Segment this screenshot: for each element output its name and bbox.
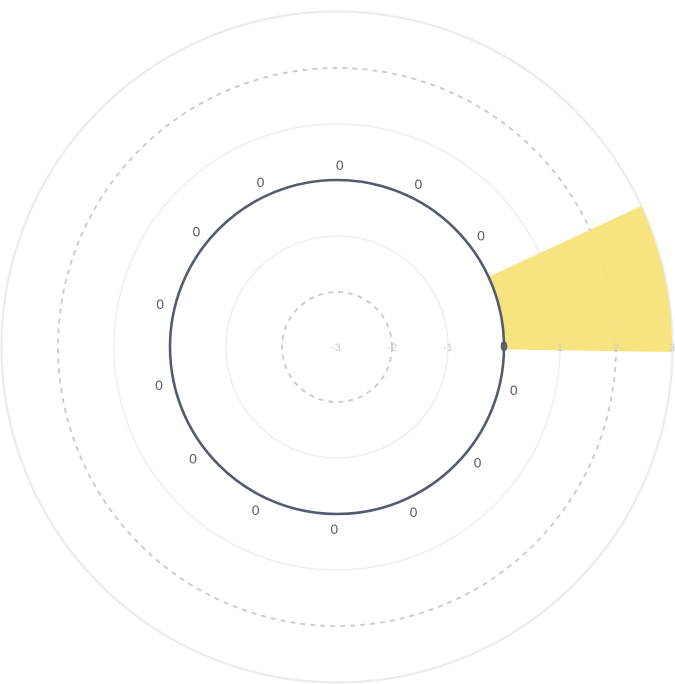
bar-slice — [488, 206, 672, 353]
axis-tick-label: -3 — [331, 342, 341, 354]
value-label: 0 — [415, 176, 423, 192]
value-label: 0 — [477, 228, 485, 244]
value-label: 0 — [510, 382, 518, 398]
axis-ticks: -3 -2 -1 0 1 2 3 — [331, 338, 675, 354]
value-label: 0 — [252, 502, 260, 518]
grid-ring — [225, 235, 449, 459]
value-label: 0 — [193, 223, 201, 239]
value-label: 0 — [330, 521, 338, 537]
value-label: 0 — [410, 504, 418, 520]
value-label: 0 — [257, 174, 265, 190]
axis-tick-label: 1 — [557, 342, 563, 354]
axis-tick-label: -1 — [443, 342, 453, 354]
dashed-ring — [281, 291, 393, 403]
outer-grid-ring — [0, 10, 674, 684]
axis-tick-label: 0 — [500, 338, 508, 354]
value-label: 0 — [336, 157, 344, 173]
axis-tick-label: -2 — [387, 342, 397, 354]
value-label: 0 — [189, 450, 197, 466]
baseline — [168, 178, 506, 516]
baseline-circle — [168, 178, 506, 516]
value-label: 0 — [155, 377, 163, 393]
axis-tick-label: 2 — [613, 342, 619, 354]
axis-tick-label: 3 — [669, 342, 675, 354]
value-label: 0 — [156, 296, 164, 312]
bars — [488, 206, 672, 353]
value-label: 0 — [474, 455, 482, 471]
